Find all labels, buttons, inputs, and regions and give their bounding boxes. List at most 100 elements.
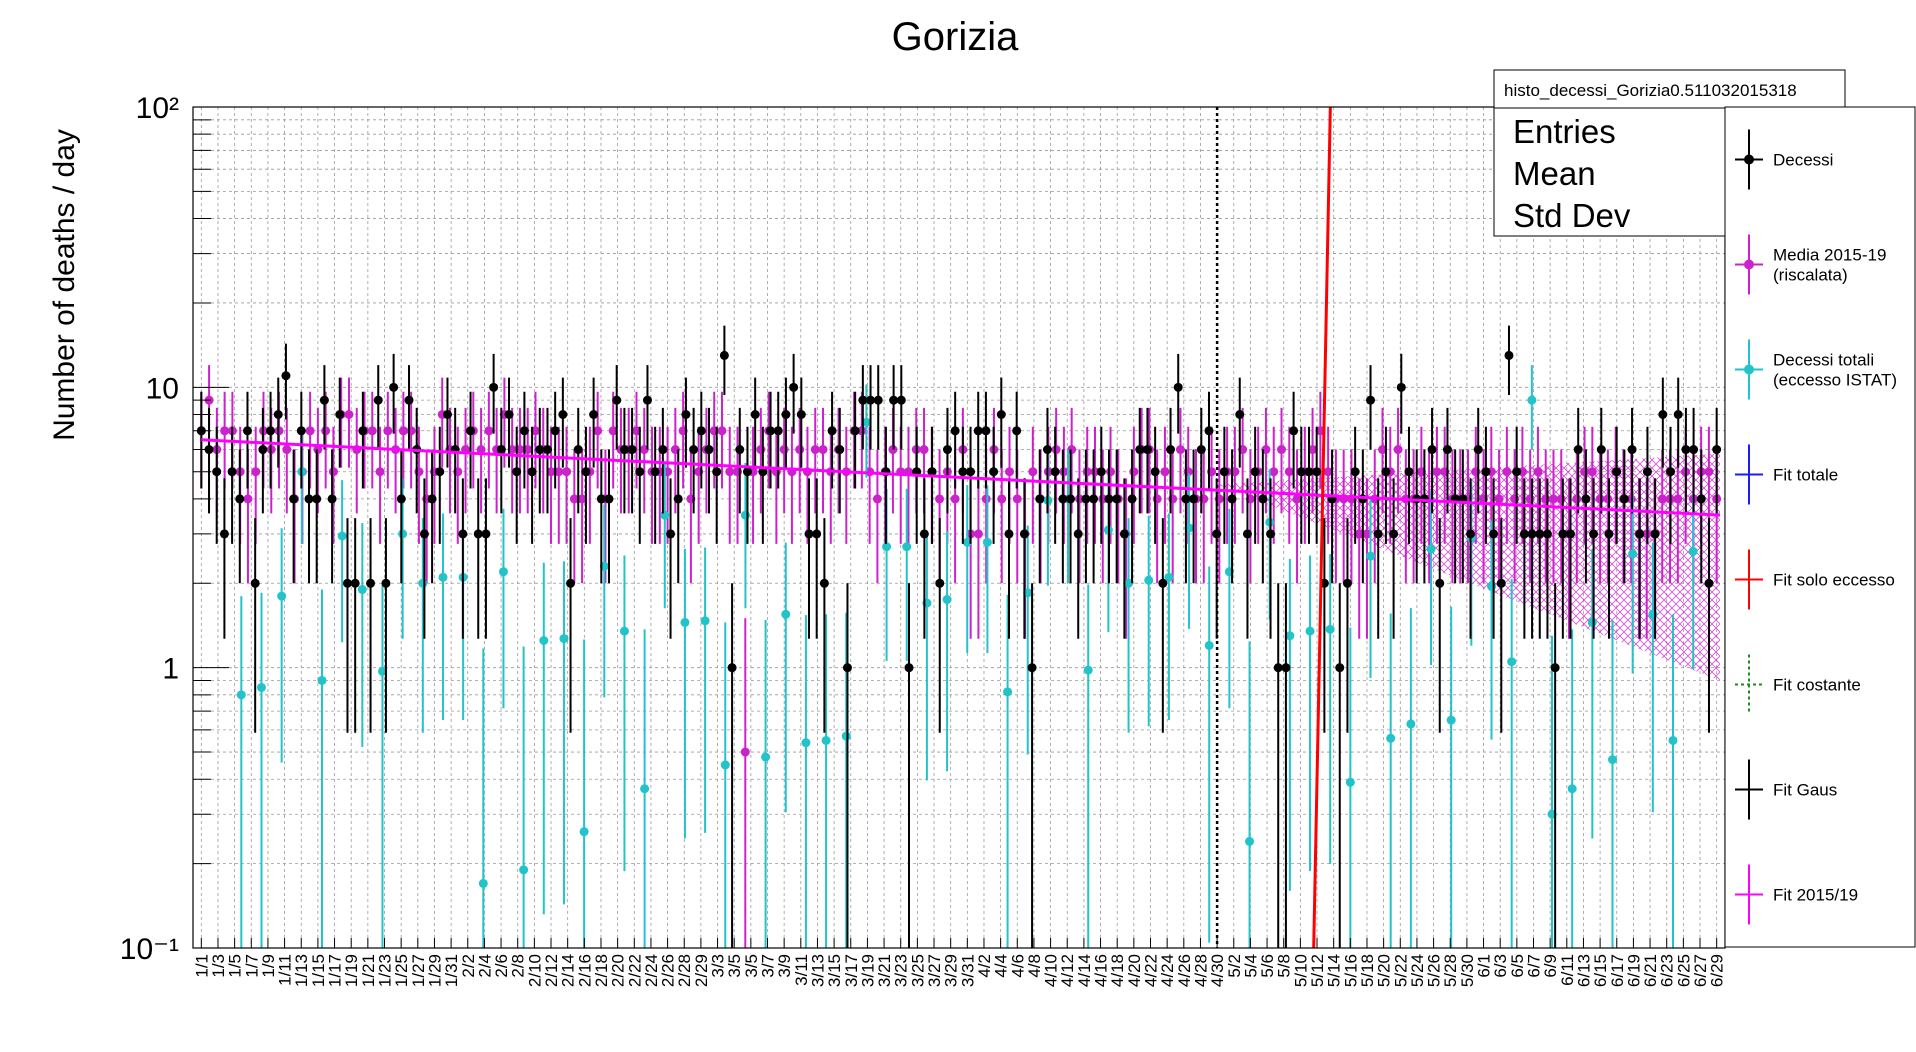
decessi-point bbox=[435, 467, 445, 477]
x-tick-label: 1/5 bbox=[226, 954, 245, 978]
legend-label: Decessi totali bbox=[1773, 351, 1874, 370]
legend-entry: Fit costante bbox=[1735, 654, 1861, 715]
media-point bbox=[1572, 494, 1582, 504]
media-point bbox=[282, 445, 292, 455]
legend-label-line2: (eccesso ISTAT) bbox=[1773, 371, 1897, 390]
decessi-point bbox=[273, 410, 283, 420]
decessi-point bbox=[1127, 494, 1137, 504]
decessi-point bbox=[1258, 494, 1268, 504]
decessi-point bbox=[258, 445, 268, 455]
decessi-point bbox=[1266, 529, 1276, 539]
decessi-point bbox=[373, 395, 383, 405]
totali-point bbox=[680, 617, 690, 627]
legend-label: Fit totale bbox=[1773, 466, 1838, 485]
x-tick-label: 2/12 bbox=[542, 954, 561, 987]
decessi-point bbox=[1504, 350, 1514, 360]
y-tick-label: 10 bbox=[146, 372, 179, 405]
decessi-point bbox=[1212, 529, 1222, 539]
decessi-point bbox=[427, 494, 437, 504]
totali-point bbox=[1406, 719, 1416, 729]
decessi-point bbox=[1527, 529, 1537, 539]
decessi-point bbox=[919, 529, 929, 539]
media-point bbox=[1587, 467, 1597, 477]
decessi-point bbox=[1342, 578, 1352, 588]
media-point bbox=[1603, 494, 1613, 504]
totali-point bbox=[559, 634, 569, 644]
totali-point bbox=[438, 572, 448, 582]
y-axis-label: Number of deaths / day bbox=[48, 129, 81, 441]
media-point bbox=[1012, 494, 1022, 504]
decessi-point bbox=[612, 395, 622, 405]
decessi-point bbox=[212, 467, 222, 477]
totali-point bbox=[801, 738, 811, 748]
decessi-point bbox=[527, 467, 537, 477]
decessi-point bbox=[1589, 529, 1599, 539]
decessi-point bbox=[996, 410, 1006, 420]
media-point bbox=[344, 410, 354, 420]
decessi-point bbox=[504, 410, 514, 420]
decessi-point bbox=[819, 578, 829, 588]
x-tick-label: 5/8 bbox=[1275, 954, 1294, 978]
media-point bbox=[725, 467, 735, 477]
media-point bbox=[1354, 529, 1364, 539]
legend-entry: Fit totale bbox=[1735, 444, 1838, 505]
decessi-point bbox=[696, 426, 706, 436]
decessi-point bbox=[1235, 410, 1245, 420]
x-tick-label: 1/3 bbox=[209, 954, 228, 978]
decessi-point bbox=[1650, 529, 1660, 539]
decessi-point bbox=[719, 350, 729, 360]
decessi-point bbox=[1281, 663, 1291, 673]
x-tick-label: 4/10 bbox=[1042, 954, 1061, 987]
totali-point bbox=[1386, 733, 1396, 743]
decessi-point bbox=[604, 494, 614, 504]
decessi-point bbox=[735, 445, 745, 455]
decessi-point bbox=[1042, 445, 1052, 455]
totali-point bbox=[236, 690, 246, 700]
decessi-point bbox=[481, 529, 491, 539]
x-tick-label: 5/14 bbox=[1325, 954, 1344, 987]
media-point bbox=[1308, 445, 1318, 455]
decessi-point bbox=[958, 467, 968, 477]
media-point bbox=[1362, 529, 1372, 539]
decessi-point bbox=[658, 445, 668, 455]
decessi-point bbox=[1289, 426, 1299, 436]
media-point bbox=[1510, 494, 1520, 504]
totali-point bbox=[1487, 581, 1497, 591]
media-point bbox=[795, 445, 805, 455]
decessi-point bbox=[496, 445, 506, 455]
y-tick-label: 10² bbox=[136, 92, 179, 125]
decessi-point bbox=[589, 410, 599, 420]
decessi-point bbox=[942, 445, 952, 455]
decessi-point bbox=[1573, 445, 1583, 455]
decessi-point bbox=[335, 410, 345, 420]
x-tick-label: 4/22 bbox=[1142, 954, 1161, 987]
decessi-point bbox=[596, 494, 606, 504]
x-tick-label: 2/16 bbox=[575, 954, 594, 987]
decessi-point bbox=[1435, 578, 1445, 588]
totali-point bbox=[640, 784, 650, 794]
decessi-point bbox=[742, 467, 752, 477]
x-tick-label: 3/29 bbox=[942, 954, 961, 987]
x-tick-label: 1/21 bbox=[359, 954, 378, 987]
decessi-point bbox=[1242, 529, 1252, 539]
decessi-point bbox=[535, 445, 545, 455]
totali-point bbox=[337, 531, 347, 541]
totali-point bbox=[1608, 755, 1618, 765]
decessi-point bbox=[289, 494, 299, 504]
decessi-point bbox=[966, 467, 976, 477]
media-point bbox=[973, 529, 983, 539]
x-tick-label: 3/17 bbox=[842, 954, 861, 987]
media-point bbox=[562, 467, 572, 477]
media-point bbox=[577, 494, 587, 504]
x-tick-label: 3/15 bbox=[825, 954, 844, 987]
media-point bbox=[1323, 467, 1333, 477]
x-tick-label: 3/5 bbox=[725, 954, 744, 978]
x-tick-label: 5/24 bbox=[1408, 954, 1427, 987]
x-tick-label: 1/17 bbox=[326, 954, 345, 987]
decessi-point bbox=[1642, 467, 1652, 477]
x-tick-label: 4/6 bbox=[1008, 954, 1027, 978]
media-point bbox=[530, 426, 540, 436]
decessi-point bbox=[1250, 467, 1260, 477]
x-tick-label: 3/31 bbox=[958, 954, 977, 987]
decessi-point bbox=[442, 410, 452, 420]
